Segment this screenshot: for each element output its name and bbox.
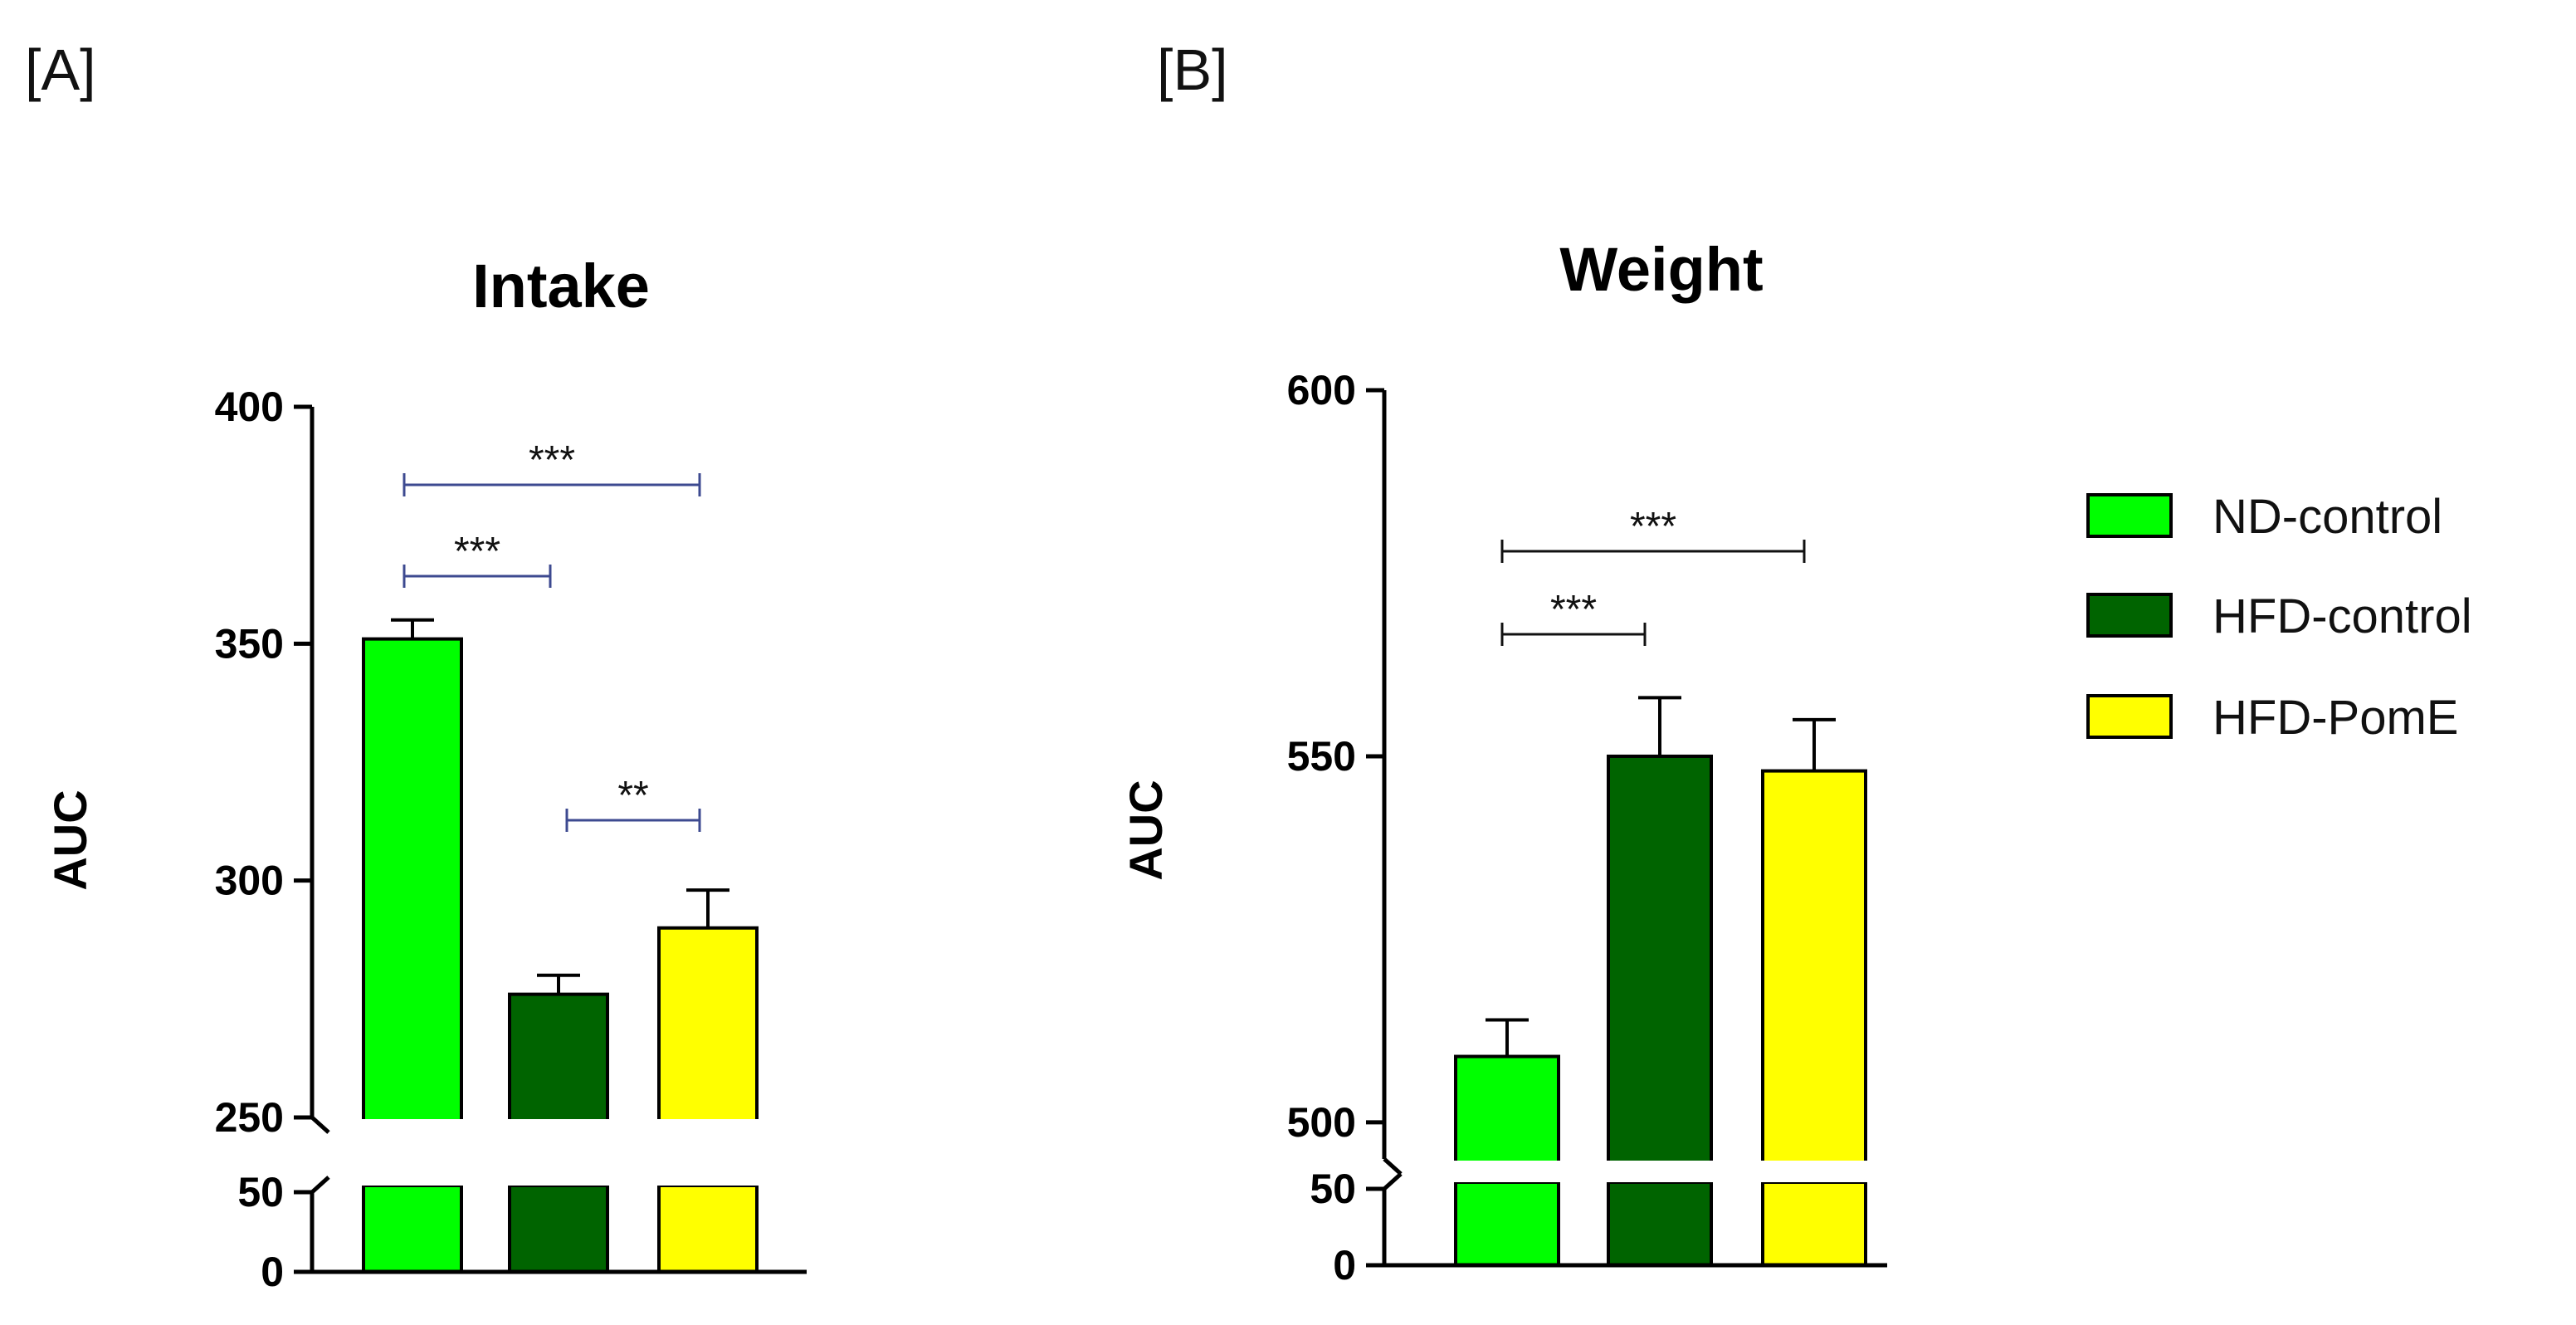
axis-break-gap-b	[1351, 1161, 1882, 1182]
legend: ND-control HFD-control HFD-PomE	[2086, 490, 2472, 745]
y-tick-label-a-lower-0: 0	[261, 1249, 284, 1295]
bar-a-hfd-pome	[657, 926, 759, 1127]
legend-label-hfd-control: HFD-control	[2213, 589, 2472, 643]
y-tick-label-a-350: 350	[215, 620, 284, 667]
y-tick-label-a-lower-50: 50	[237, 1169, 284, 1215]
bar-lower-a-hfd-control	[508, 1184, 609, 1274]
bar-lower-b-hfd-control	[1607, 1181, 1713, 1267]
sig-label-a-2: **	[617, 774, 648, 818]
y-tick-label-a-300: 300	[215, 858, 284, 904]
axis-break-mark-upper-b	[1383, 1157, 1403, 1176]
bar-lower-b-nd-control	[1454, 1181, 1560, 1267]
bar-lower-b-hfd-pome	[1761, 1181, 1867, 1267]
legend-label-hfd-pome: HFD-PomE	[2213, 691, 2458, 745]
bar-b-hfd-control	[1607, 754, 1713, 1169]
bar-b-hfd-pome	[1761, 769, 1867, 1169]
chart-b-marks: 500 550 600 0 50 *** ***	[1287, 367, 1887, 1288]
axis-break-mark-lower-a	[310, 1176, 330, 1194]
chart-title-a: Intake	[472, 252, 650, 320]
axis-break-gap-a	[279, 1119, 773, 1186]
axis-break-mark-upper-a	[310, 1116, 330, 1134]
panel-label-a: [A]	[25, 37, 96, 102]
sig-label-a-1: ***	[454, 530, 500, 574]
y-tick-label-b-550: 550	[1287, 733, 1356, 780]
bar-b-nd-control	[1454, 1054, 1560, 1169]
y-axis-label-b: AUC	[1120, 780, 1172, 880]
legend-swatch-hfd-pome	[2086, 694, 2173, 739]
y-axis-label-a: AUC	[44, 790, 96, 890]
bar-a-hfd-control	[508, 992, 609, 1128]
panel-label-b: [B]	[1157, 37, 1228, 102]
y-tick-label-b-lower-0: 0	[1333, 1242, 1356, 1288]
bar-a-nd-control	[362, 637, 463, 1127]
sig-label-b-0: ***	[1630, 505, 1676, 549]
y-tick-label-b-lower-50: 50	[1310, 1166, 1356, 1212]
bar-lower-a-nd-control	[362, 1184, 463, 1274]
y-tick-label-b-500: 500	[1287, 1099, 1356, 1146]
legend-swatch-nd-control	[2086, 493, 2173, 538]
bar-lower-a-hfd-pome	[657, 1184, 759, 1274]
chart-title-b: Weight	[1559, 235, 1763, 304]
sig-label-b-1: ***	[1550, 588, 1597, 632]
legend-swatch-hfd-control	[2086, 593, 2173, 638]
legend-label-nd-control: ND-control	[2213, 490, 2442, 544]
y-tick-label-a-250: 250	[215, 1094, 284, 1141]
axis-break-mark-lower-b	[1383, 1172, 1403, 1191]
y-tick-label-b-600: 600	[1287, 367, 1356, 413]
sig-label-a-0: ***	[529, 438, 575, 482]
y-tick-label-a-400: 400	[215, 384, 284, 430]
